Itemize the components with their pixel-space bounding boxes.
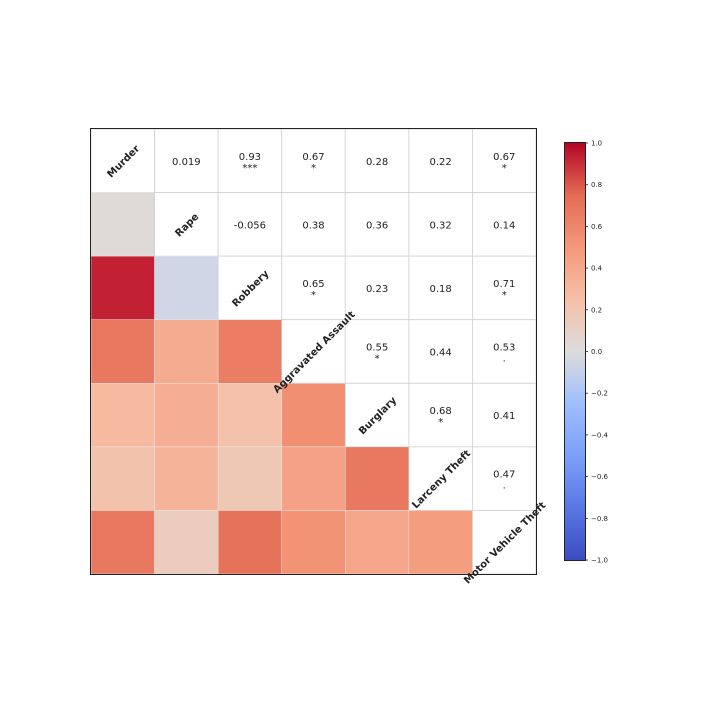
value-cell-0-1 [154,128,219,193]
significance-label-0-2: *** [242,163,257,174]
correlation-label-4-5: 0.68 [430,406,452,417]
value-cell-5-6 [472,446,537,511]
correlation-label-2-5: 0.18 [430,284,452,295]
correlation-label-0-4: 0.28 [366,157,388,168]
heatmap-cell-6-4 [345,510,410,575]
significance-label-2-3: * [311,290,316,301]
heatmap-cell-2-0 [90,255,155,320]
correlation-label-1-6: 0.14 [493,220,515,231]
colorbar: 1.0 0.8 0.6 0.4 0.2 0.0 −0.2 −0.4 −0.6 −0.8 −1.0 [564,140,609,565]
significance-label-2-6: * [502,290,507,301]
correlation-label-2-6: 0.71 [493,279,515,290]
value-cell-1-2 [217,192,283,257]
colorbar-tick-label: 0.2 [591,306,602,314]
correlation-label-1-2: -0.056 [234,220,266,231]
heatmap-cell-3-2 [217,319,282,384]
colorbar-tick-label: 0.0 [591,348,602,356]
heatmap-cell-4-2 [217,383,282,448]
heatmap-cell-3-1 [154,319,219,384]
correlation-label-3-6: 0.53 [493,343,515,354]
value-cell-6-6 [472,510,537,575]
correlation-label-1-3: 0.38 [302,220,324,231]
value-cell-0-5 [408,128,473,193]
heatmap-cell-2-1 [154,255,219,320]
colorbar-tick-label: 0.4 [591,265,603,273]
value-cell-2-2 [217,255,283,321]
heatmap-cell-6-5 [408,510,473,575]
significance-label-5-6: . [503,481,506,492]
correlation-label-2-4: 0.23 [366,284,388,295]
value-cell-3-3 [281,319,346,384]
colorbar-tick-label: 1.0 [591,140,602,148]
colorbar-tick-label: 0.6 [591,223,603,231]
correlation-label-0-6: 0.67 [493,152,515,163]
colorbar-tick-label: −0.8 [591,515,608,523]
value-cell-2-6 [472,255,537,321]
significance-label-3-4: * [375,354,380,365]
colorbar-tick-label: −0.4 [591,431,609,439]
colorbar-tick-label: 0.8 [591,181,602,189]
colorbar-tick-label: −0.2 [591,390,608,398]
correlation-label-2-3: 0.65 [302,279,324,290]
value-cell-0-4 [344,128,410,193]
heatmap-cells [90,128,537,575]
correlation-label-0-2: 0.93 [239,152,261,163]
correlation-label-0-3: 0.67 [302,152,324,163]
correlation-label-4-6: 0.41 [493,411,515,422]
value-cell-2-4 [344,255,410,321]
value-cell-3-5 [408,319,473,384]
correlation-label-5-6: 0.47 [493,470,515,481]
colorbar-gradient [564,142,586,561]
correlation-label-0-5: 0.22 [430,157,452,168]
heatmap-cell-3-0 [90,319,155,384]
heatmap-cell-4-3 [281,383,346,448]
heatmap-cell-6-1 [154,510,219,575]
correlation-label-3-4: 0.55 [366,343,388,354]
correlation-label-1-4: 0.36 [366,220,388,231]
heatmap-cell-1-0 [90,192,155,257]
colorbar-tick-label: −1.0 [591,557,608,565]
value-cell-0-3 [281,128,346,193]
colorbar-ticks: 1.0 0.8 0.6 0.4 0.2 0.0 −0.2 −0.4 −0.6 −0.8 −1.0 [585,140,609,565]
correlation-label-1-5: 0.32 [430,220,452,231]
heatmap-cell-5-2 [217,446,282,511]
heatmap-cell-5-1 [154,446,219,511]
heatmap-cell-5-4 [345,446,410,511]
significance-label-0-6: * [502,163,507,174]
value-cell-4-6 [472,382,537,448]
value-cell-1-5 [408,192,473,257]
correlation-label-3-5: 0.44 [430,348,452,359]
value-cell-1-6 [472,192,537,257]
correlation-label-0-1: 0.019 [172,157,201,168]
value-cell-1-4 [344,192,410,257]
heatmap-cell-6-0 [90,510,155,575]
heatmap-cell-4-1 [154,383,219,448]
heatmap-cell-4-0 [90,383,155,448]
significance-label-0-3: * [311,163,316,174]
heatmap-frame [90,128,537,575]
significance-label-4-5: * [438,417,443,428]
value-cell-2-5 [408,255,473,321]
heatmap-cell-5-0 [90,446,155,511]
heatmap-cell-6-3 [281,510,346,575]
colorbar-tick-label: −0.6 [591,473,609,481]
value-cell-2-3 [281,255,346,321]
heatmap-cell-5-3 [281,446,346,511]
heatmap-cell-6-2 [217,510,282,575]
significance-label-3-6: . [503,354,506,365]
value-cell-3-6 [472,319,537,384]
value-cell-0-0 [90,128,155,193]
